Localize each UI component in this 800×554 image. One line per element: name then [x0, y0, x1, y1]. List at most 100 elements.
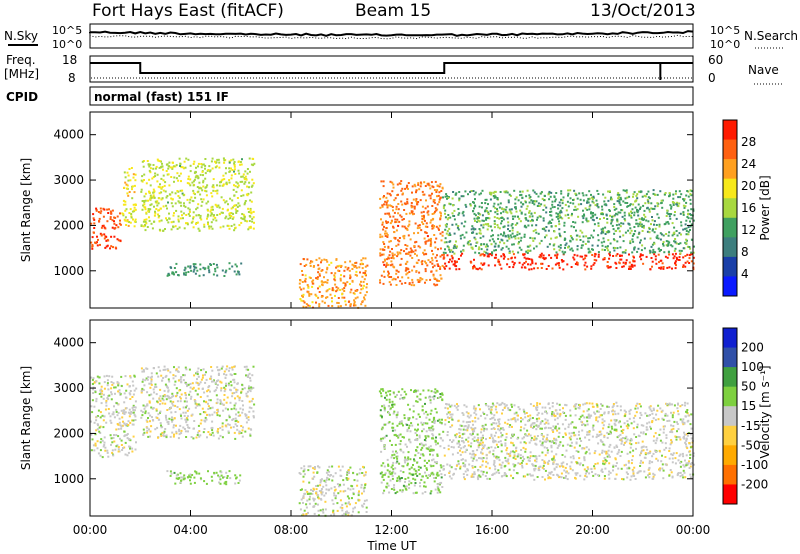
power-cell [692, 256, 695, 259]
power-cell [503, 254, 505, 256]
power-cell [100, 233, 103, 236]
velocity-cell [106, 382, 109, 385]
velocity-cell [299, 489, 302, 491]
power-cell [682, 264, 685, 267]
power-cell [158, 215, 161, 217]
power-cell [570, 266, 573, 268]
power-cell [652, 228, 654, 231]
nave-label: Nave [748, 63, 779, 77]
power-cell [641, 217, 644, 220]
velocity-cell [178, 430, 181, 433]
velocity-cell [382, 389, 385, 392]
power-cell [512, 263, 515, 266]
velocity-cell [359, 468, 362, 471]
power-cell [388, 254, 391, 257]
velocity-cell [399, 489, 402, 492]
velocity-cell [235, 388, 238, 391]
velocity-cell [206, 395, 209, 398]
power-cell [177, 215, 180, 218]
velocity-cell [436, 453, 439, 456]
velocity-cell [194, 406, 197, 409]
power-cell [339, 277, 342, 280]
power-cell [171, 271, 174, 274]
velocity-cell [184, 418, 187, 421]
power-cell [149, 194, 152, 197]
power-cell [543, 228, 546, 231]
velocity-cell [412, 464, 414, 466]
power-cell [629, 240, 632, 243]
power-cell [153, 220, 156, 223]
power-cell [249, 225, 252, 228]
velocity-cell [195, 403, 198, 406]
power-cell [429, 194, 432, 197]
power-cell [389, 283, 392, 286]
power-cell [198, 187, 201, 190]
velocity-cell [651, 412, 654, 415]
velocity-cell [229, 380, 232, 383]
velocity-cell [167, 389, 170, 392]
power-cell [569, 197, 572, 200]
power-cell [111, 226, 114, 229]
power-cell [228, 262, 231, 265]
power-cell [648, 197, 651, 200]
power-cell [333, 278, 336, 281]
power-cell [401, 203, 404, 206]
frequency-line [90, 62, 693, 80]
velocity-cell [216, 430, 219, 433]
power-cell [128, 212, 131, 214]
power-cell [436, 184, 439, 187]
velocity-cell [91, 378, 94, 381]
velocity-cell [395, 461, 398, 464]
power-cell [514, 202, 517, 205]
power-cell [165, 217, 167, 220]
power-cell [318, 257, 321, 260]
velocity-cell [239, 414, 242, 417]
velocity-cell [170, 472, 173, 475]
power-cell [427, 210, 430, 213]
power-cell [196, 186, 199, 188]
power-cell [590, 193, 592, 196]
power-cell [243, 177, 246, 180]
power-cell [507, 224, 510, 227]
power-cell [143, 195, 146, 198]
power-cell [510, 236, 513, 239]
velocity-cell [148, 401, 151, 404]
velocity-cell [344, 513, 347, 516]
velocity-cell [120, 444, 123, 446]
power-cell [326, 281, 329, 284]
velocity-cell [120, 384, 123, 387]
velocity-cell [522, 475, 525, 478]
power-cell [627, 205, 630, 207]
velocity-cell [401, 490, 404, 493]
velocity-cell [100, 395, 103, 398]
velocity-cell [143, 431, 146, 434]
power-cell [525, 218, 528, 221]
power-cell [624, 249, 627, 252]
power-cell [607, 190, 610, 193]
power-cell [188, 208, 191, 211]
power-cell [160, 160, 162, 163]
velocity-cell [227, 382, 230, 385]
power-cell [633, 226, 636, 228]
power-cell [500, 267, 503, 270]
power-cell [194, 272, 197, 275]
power-cell [400, 257, 403, 260]
power-cell [156, 204, 159, 207]
velocity-cell [330, 487, 333, 490]
power-cell [619, 246, 622, 249]
velocity-cell [419, 443, 421, 446]
power-cell [679, 252, 682, 255]
power-cell [592, 219, 595, 222]
power-cell [436, 195, 438, 198]
velocity-cell [95, 419, 98, 422]
velocity-cell [193, 476, 196, 479]
velocity-cell [105, 401, 108, 404]
velocity-cell [209, 377, 212, 380]
power-cell [383, 258, 386, 261]
power-ylabel: Slant Range [km] [19, 158, 33, 262]
velocity-cell [216, 411, 219, 414]
power-cell [690, 260, 693, 263]
velocity-cell [447, 421, 450, 423]
power-cell [576, 208, 579, 211]
power-cell [419, 279, 422, 282]
